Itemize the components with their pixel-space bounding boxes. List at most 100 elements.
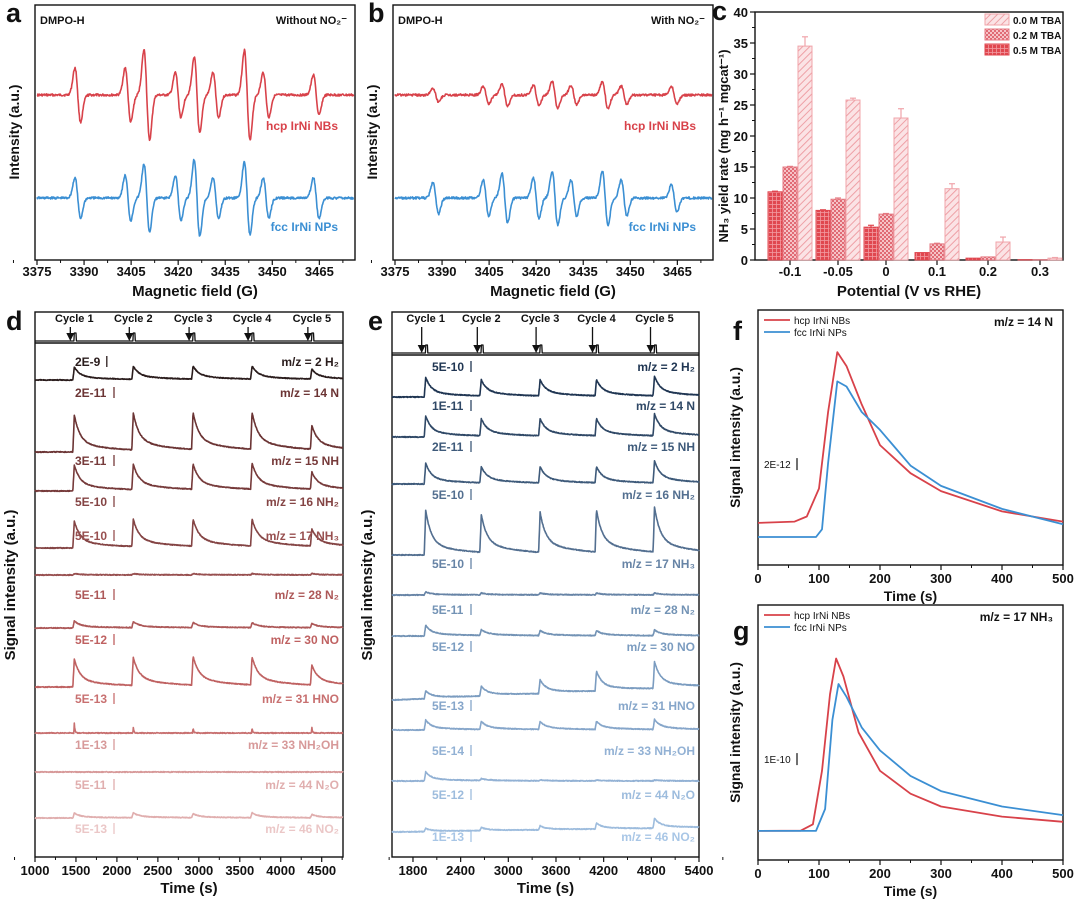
panel-c-bar xyxy=(929,243,945,261)
panel-e-cycle-arrowhead xyxy=(646,345,655,353)
panel-b-series-label: fcc IrNi NPs xyxy=(629,220,697,234)
panel-d-cycle-label: Cycle 5 xyxy=(293,313,332,325)
panel-d-series-trace xyxy=(34,770,344,774)
panel-e-series-label: m/z = 28 N₂ xyxy=(631,603,695,617)
panel-d-series-trace xyxy=(34,518,344,550)
panel-b-x-title: Magnetic field (G) xyxy=(490,283,616,300)
panel-c-legend-swatch xyxy=(984,43,1010,56)
panel-g-x-tick-label: 500 xyxy=(1052,866,1074,881)
panel-g-series-line xyxy=(757,657,1064,832)
panel-e-series-label: m/z = 30 NO xyxy=(627,640,695,654)
panel-d-cycle-label: Cycle 3 xyxy=(174,313,213,325)
panel-d-x-tick-label: 4500 xyxy=(307,863,336,878)
panel-b-annotation-right: With NO₂⁻ xyxy=(651,15,705,27)
panel-f-x-tick-label: 300 xyxy=(930,571,952,586)
panel-e-series-trace xyxy=(391,718,700,732)
panel-g-axes xyxy=(757,604,1064,861)
panel-a-series-0 xyxy=(36,48,355,142)
panel-e-series-label: m/z = 2 H₂ xyxy=(637,360,695,374)
panel-c-bar xyxy=(965,257,981,261)
panel-d-x-tick-label: 3500 xyxy=(225,863,254,878)
panel-d-cycle-label: Cycle 4 xyxy=(233,313,272,325)
panel-d-scale-label: 2E-9 xyxy=(75,355,101,369)
panel-d-series-trace xyxy=(34,365,344,382)
panel-c-legend-label: 0.2 M TBA xyxy=(1013,31,1061,42)
panel-d-series-trace xyxy=(34,656,344,689)
panel-c-bar xyxy=(878,213,894,261)
panel-f-x-tick-label: 400 xyxy=(991,571,1013,586)
panel-g-legend-label: hcp IrNi NBs xyxy=(794,611,850,622)
panel-d-x-tick-label: 2500 xyxy=(143,863,172,878)
panel-d-series-trace xyxy=(34,811,344,820)
panel-e-series-trace xyxy=(391,375,700,399)
panel-d-x-tick-label: 4000 xyxy=(266,863,295,878)
panel-a-axes xyxy=(34,4,356,261)
panel-e-series-label: m/z = 14 N xyxy=(636,399,695,413)
panel-b-x-tick-label: 3375 xyxy=(381,264,410,279)
panel-e-series-label: m/z = 33 NH₂OH xyxy=(604,744,695,758)
panel-b-x-tick-label: 3450 xyxy=(616,264,645,279)
panel-c-x-tick-label: -0.05 xyxy=(823,264,853,279)
panel-e-scale-label: 5E-14 xyxy=(432,744,464,758)
panel-d-x-tick-label: 1500 xyxy=(61,863,90,878)
panel-letter-f: f xyxy=(733,316,743,346)
panel-e-scale-label: 2E-11 xyxy=(432,440,464,454)
panel-e-x-tick-label: 3000 xyxy=(494,863,523,878)
panel-e-cycle-arrowhead xyxy=(532,345,541,353)
panel-e-cycle-label: Cycle 1 xyxy=(406,313,445,325)
panel-d-series-label: m/z = 44 N₂O xyxy=(265,778,339,792)
panel-e-series-trace xyxy=(391,624,700,638)
panel-d-series-label: m/z = 17 NH₃ xyxy=(266,529,339,543)
panel-c-legend-swatch xyxy=(984,13,1010,26)
panel-e-x-tick-label: 1800 xyxy=(399,863,428,878)
panel-c-y-tick-label: 25 xyxy=(734,98,748,113)
panel-f-legend-label: hcp IrNi NBs xyxy=(794,316,850,327)
panel-d-x-tick-label: 1000 xyxy=(21,863,50,878)
panel-a-x-tick-label: 3405 xyxy=(117,264,146,279)
panel-e-x-tick-label: 3600 xyxy=(542,863,571,878)
panel-d-series-trace xyxy=(34,412,344,454)
panel-c-y-tick-label: 20 xyxy=(734,129,748,144)
panel-c-bar xyxy=(893,117,909,261)
panel-a-x-tick-label: 3375 xyxy=(23,264,52,279)
panel-d-series-label: m/z = 31 HNO xyxy=(262,692,339,706)
panel-f-x-tick-label: 0 xyxy=(754,571,761,586)
panel-b-axes xyxy=(392,4,714,261)
panel-e-scale-label: 5E-10 xyxy=(432,488,464,502)
panel-e-x-tick-label: 4200 xyxy=(589,863,618,878)
panel-a-series-label: hcp IrNi NBs xyxy=(266,119,338,133)
panel-g-y-title: Signal intensity (a.u.) xyxy=(727,662,743,803)
panel-letter-b: b xyxy=(368,0,385,28)
panel-a-series-1 xyxy=(36,158,355,237)
panel-e-series-label: m/z = 15 NH xyxy=(627,440,695,454)
panel-e-series-label: m/z = 16 NH₂ xyxy=(622,488,695,502)
panel-c-legend-label: 0.5 M TBA xyxy=(1013,46,1061,57)
panel-d-cycle-arrowhead xyxy=(244,333,253,341)
panel-d-cycle-label: Cycle 1 xyxy=(55,313,94,325)
panel-c-y-tick-label: 15 xyxy=(734,160,748,175)
panel-b-x-tick-label: 3390 xyxy=(428,264,457,279)
panel-c-bar xyxy=(995,241,1011,261)
panel-a-series-label: fcc IrNi NPs xyxy=(271,220,339,234)
panel-e-cycle-label: Cycle 2 xyxy=(462,313,501,325)
panel-e-y-title: Signal intensity (a.u.) xyxy=(359,510,376,661)
panel-a-annotation-right: Without NO₂⁻ xyxy=(276,15,347,27)
panel-b-series-1 xyxy=(394,170,713,227)
panel-e-cycle-arrowhead xyxy=(473,345,482,353)
panel-c-bar xyxy=(944,188,960,261)
panel-c-legend-label: 0.0 M TBA xyxy=(1013,16,1061,27)
panel-c-y-tick-label: 40 xyxy=(734,5,748,20)
panel-c-x-tick-label: 0.2 xyxy=(979,264,997,279)
panel-c-y-tick-label: 0 xyxy=(741,253,748,268)
panel-letter-d: d xyxy=(6,306,23,336)
panel-d-scale-label: 5E-11 xyxy=(75,588,107,602)
panel-d-series-trace xyxy=(34,462,344,493)
panel-e-x-tick-label: 4800 xyxy=(637,863,666,878)
panel-d-cycle-arrowhead xyxy=(185,333,194,341)
panel-c-bar xyxy=(830,198,846,261)
panel-c-bar xyxy=(863,226,879,261)
panel-e-cycle-label: Cycle 4 xyxy=(577,313,616,325)
panel-c-bar xyxy=(1047,257,1063,261)
panel-c-y-tick-label: 5 xyxy=(741,222,748,237)
panel-e-cycle-label: Cycle 3 xyxy=(521,313,560,325)
